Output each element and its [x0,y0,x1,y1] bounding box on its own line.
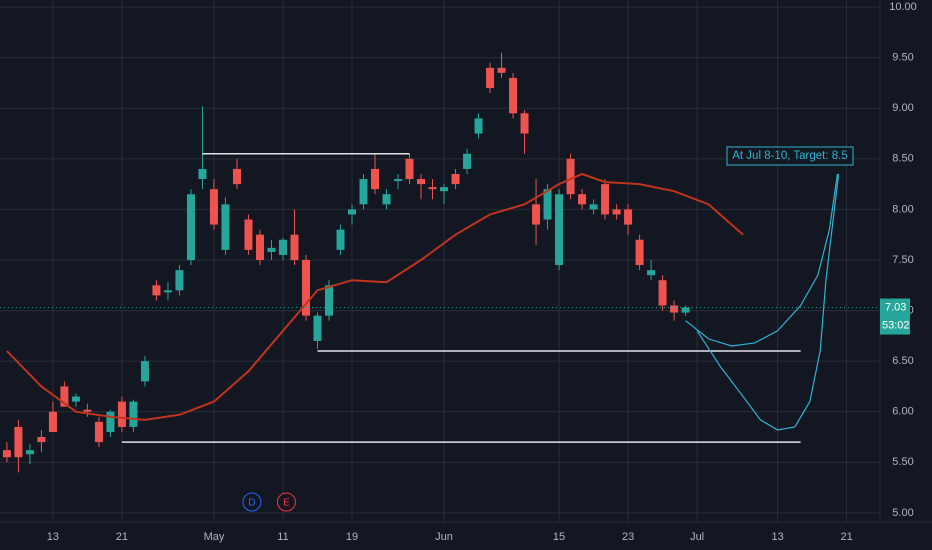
x-tick-label: 21 [841,531,853,543]
y-tick-label: 8.00 [892,203,913,215]
candle-body [394,179,403,182]
event-badge [242,492,262,512]
projection-curve [685,173,839,347]
candle-body [451,174,460,185]
candle-body [555,194,564,266]
candle-body [417,179,426,185]
candle-body [244,219,253,250]
candle-body [635,239,644,266]
candle-body [37,437,46,443]
candle-body [290,234,299,260]
candle-body [578,194,587,205]
candle-body [301,259,310,316]
candle-body [681,307,690,313]
candle-body [497,67,506,73]
candle-body [60,386,69,407]
candle-body [428,187,437,190]
candle-body [382,194,391,205]
y-tick-label: 5.00 [892,507,913,519]
candle-body [336,229,345,250]
candle-body [255,234,264,260]
candle-body [658,280,667,306]
candle-body [232,168,241,185]
candle-body [324,285,333,316]
candle-body [474,118,483,134]
y-tick-label: 8.50 [892,153,913,165]
event-label: D [248,498,255,509]
x-tick-label: 13 [47,531,59,543]
candle-body [624,209,633,225]
candle-body [647,270,656,276]
candle-body [186,194,195,260]
candle-body [670,305,679,313]
candle-body [129,401,138,427]
annotation-box [726,146,854,166]
candle-body [140,361,149,382]
candle-body [25,450,34,455]
x-tick-label: 13 [771,531,783,543]
candle-body [589,204,598,210]
y-tick-label: 9.00 [892,102,913,114]
x-tick-label: 15 [553,531,565,543]
event-label: E [283,498,290,509]
annotation-text: At Jul 8-10, Target: 8.5 [732,150,848,162]
y-tick-label: 10.00 [889,1,917,13]
moving-average [6,172,744,421]
candle-body [163,290,172,293]
candle-body [175,270,184,291]
x-tick-label: 21 [116,531,128,543]
candle-body [313,315,322,341]
candle-body [532,204,541,225]
candle-body [486,67,495,89]
candle-body [71,396,80,402]
candle-body [520,113,529,134]
event-badge [276,492,296,512]
x-tick-label: Jun [435,531,453,543]
candle-body [83,409,92,412]
candle-body [348,209,356,215]
candle-body [152,285,161,296]
x-tick-label: 19 [346,531,358,543]
candle-body [209,189,218,225]
x-tick-label: 11 [277,531,288,543]
candle-body [405,158,414,180]
last-price-label: 7.03 [885,301,906,313]
y-tick-label: 6.00 [892,406,913,418]
last-price-box [880,298,910,317]
y-tick-label: 5.50 [892,456,913,468]
projection-curve [696,173,840,431]
y-tick-label: 7.50 [892,254,913,266]
candle-body [359,179,368,205]
candle-body [2,450,11,458]
candle-body [509,77,518,114]
candle-body [267,247,276,252]
x-tick-label: Jul [690,531,704,543]
candle-body [543,189,552,220]
candle-body [463,153,472,169]
x-tick-label: May [204,531,225,543]
y-tick-label: 6.50 [892,355,913,367]
candle-body [566,158,575,195]
candle-body [198,168,207,180]
candle-body [278,239,287,255]
candle-body [221,204,230,250]
candle-body [106,411,115,432]
candle-body [612,209,621,215]
candle-body [117,401,126,427]
candle-body [601,184,610,215]
candle-body [371,168,380,190]
candle-body [440,187,449,192]
y-tick-label: 9.50 [892,52,913,64]
candle-body [94,421,103,443]
x-tick-label: 23 [622,531,634,543]
candle-body [14,426,23,458]
countdown-box [880,316,910,335]
countdown-label: 53:02 [882,319,910,331]
candle-body [48,411,57,432]
